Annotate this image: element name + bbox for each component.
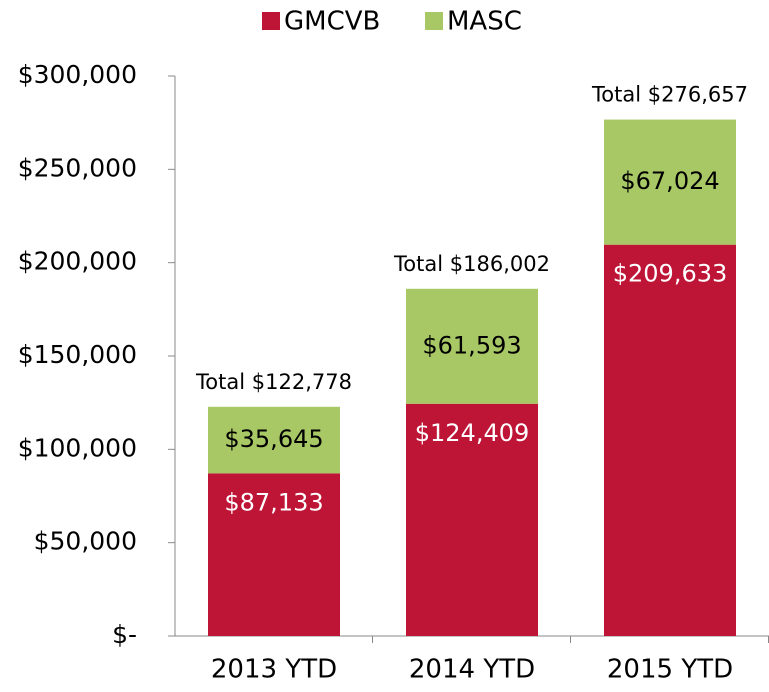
legend-label: GMCVB [284,7,380,37]
legend-swatch [425,12,443,30]
bar-segment [406,288,538,404]
value-label: $209,633 [613,260,728,288]
y-tick-label: $50,000 [34,527,137,556]
y-tick-label: $250,000 [18,153,137,182]
value-label: $61,593 [422,331,521,359]
x-tick-label: 2013 YTD [211,655,337,685]
value-label: $87,133 [224,488,323,516]
bar-segment [208,473,340,636]
legend-swatch [262,12,280,30]
y-tick-label: $200,000 [18,247,137,276]
bar-segment [208,406,340,474]
y-tick-label: $- [112,620,137,649]
bar-segment [406,403,538,636]
x-tick-label: 2014 YTD [409,655,535,685]
y-tick-label: $300,000 [18,60,137,89]
y-tick-label: $100,000 [18,433,137,462]
total-label: Total $186,002 [393,252,550,276]
value-label: $124,409 [415,419,530,447]
total-label: Total $122,778 [195,370,352,394]
x-tick-label: 2015 YTD [607,655,733,685]
legend-label: MASC [447,7,522,37]
bar-segment [604,244,736,637]
y-tick-label: $150,000 [18,340,137,369]
value-label: $35,645 [224,425,323,453]
total-label: Total $276,657 [591,83,748,107]
bar-segment [604,119,736,245]
value-label: $67,024 [620,167,719,195]
